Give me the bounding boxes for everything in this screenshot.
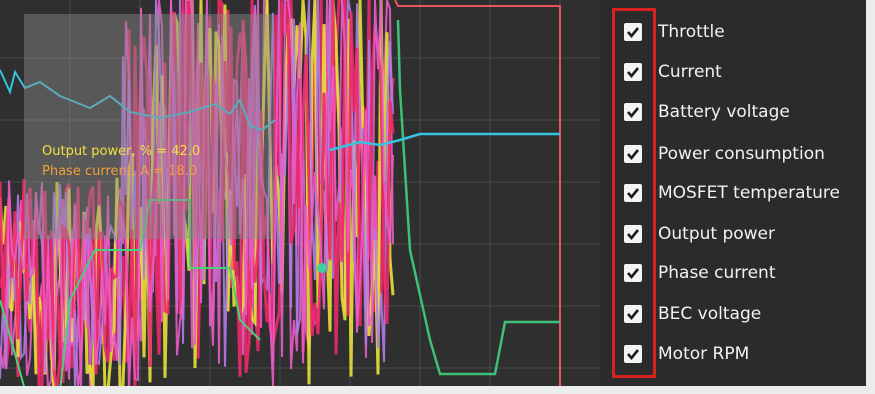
window-border-bottom xyxy=(0,386,875,394)
legend-item-motor-rpm[interactable]: Motor RPM xyxy=(624,341,864,367)
check-icon[interactable] xyxy=(624,345,642,363)
legend-item-throttle[interactable]: Throttle xyxy=(624,19,864,45)
legend-label: Power consumption xyxy=(658,144,825,164)
check-icon[interactable] xyxy=(624,63,642,81)
check-icon[interactable] xyxy=(624,145,642,163)
readout-line-faded xyxy=(42,208,46,223)
window-border-right xyxy=(866,0,875,394)
legend-label: BEC voltage xyxy=(658,304,762,324)
bec-voltage-trace xyxy=(396,19,560,376)
readout-line-faded xyxy=(42,40,46,55)
current-trace xyxy=(329,132,560,152)
legend-label: MOSFET temperature xyxy=(658,183,841,203)
legend-label: Output power xyxy=(658,224,775,244)
telemetry-plot[interactable]: Output power, % = 42.0 Phase current, A … xyxy=(0,0,600,394)
readout-line-faded xyxy=(42,186,46,201)
legend-label: Battery voltage xyxy=(658,102,790,122)
legend-item-output-power[interactable]: Output power xyxy=(624,221,864,247)
readout-phase-current: Phase current, A = 18.0 xyxy=(42,164,198,179)
cursor-marker xyxy=(317,263,327,273)
legend-label: Phase current xyxy=(658,263,776,283)
readout-line-faded xyxy=(42,84,46,99)
legend-item-battery-voltage[interactable]: Battery voltage xyxy=(624,99,864,125)
check-icon[interactable] xyxy=(624,225,642,243)
readout-line-faded xyxy=(42,62,46,77)
readout-line-faded xyxy=(42,128,46,143)
check-icon[interactable] xyxy=(624,23,642,41)
legend-label: Motor RPM xyxy=(658,344,750,364)
check-icon[interactable] xyxy=(624,305,642,323)
throttle-step-trace xyxy=(394,0,561,394)
check-icon[interactable] xyxy=(624,264,642,282)
legend-item-bec-voltage[interactable]: BEC voltage xyxy=(624,301,864,327)
legend-label: Current xyxy=(658,62,722,82)
current-trace-left xyxy=(0,69,276,132)
legend-item-mosfet-temperature[interactable]: MOSFET temperature xyxy=(624,180,864,206)
cursor-readout-panel: Output power, % = 42.0 Phase current, A … xyxy=(24,14,274,239)
legend-label: Throttle xyxy=(658,22,725,42)
plot-canvas[interactable] xyxy=(0,0,600,394)
legend-item-phase-current[interactable]: Phase current xyxy=(624,260,864,286)
legend-item-power-consumption[interactable]: Power consumption xyxy=(624,141,864,167)
check-icon[interactable] xyxy=(624,184,642,202)
legend-item-current[interactable]: Current xyxy=(624,59,864,85)
readout-line-faded xyxy=(42,106,46,121)
readout-output-power: Output power, % = 42.0 xyxy=(42,144,201,159)
series-legend-panel xyxy=(600,0,875,394)
check-icon[interactable] xyxy=(624,103,642,121)
